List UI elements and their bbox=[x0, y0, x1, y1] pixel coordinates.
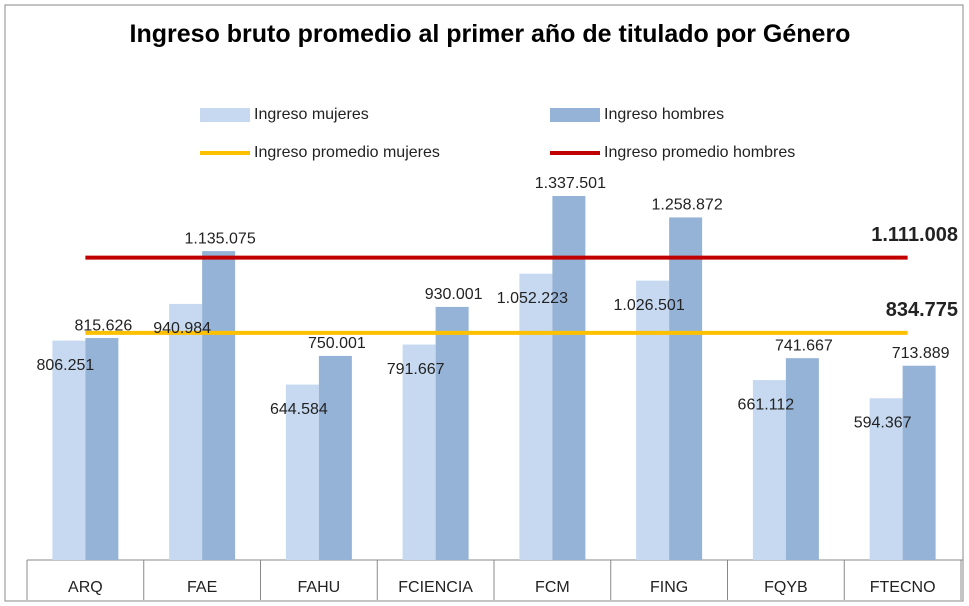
data-label: 644.584 bbox=[270, 401, 328, 418]
data-label: 741.667 bbox=[775, 337, 833, 354]
data-label: 661.112 bbox=[738, 396, 795, 413]
legend-label: Ingreso hombres bbox=[604, 106, 724, 123]
bar bbox=[169, 303, 203, 560]
data-label: 594.367 bbox=[854, 414, 912, 431]
data-label: 750.001 bbox=[308, 335, 366, 352]
bar bbox=[669, 217, 703, 560]
chart-title: Ingreso bruto promedio al primer año de … bbox=[129, 20, 851, 48]
bar bbox=[285, 384, 319, 560]
bar bbox=[435, 306, 469, 560]
average-label: 1.111.008 bbox=[871, 224, 958, 246]
data-label: 930.001 bbox=[425, 286, 483, 303]
bar bbox=[85, 338, 119, 560]
bar bbox=[636, 280, 670, 560]
frame bbox=[4, 4, 964, 602]
bar bbox=[869, 398, 903, 560]
data-label: 815.626 bbox=[74, 317, 132, 334]
legend-label: Ingreso promedio hombres bbox=[604, 144, 795, 161]
x-tick-label: FCM bbox=[535, 579, 570, 596]
bar bbox=[402, 344, 436, 560]
legend-label: Ingreso promedio mujeres bbox=[254, 144, 440, 161]
legend-swatch bbox=[200, 108, 250, 122]
x-tick-label: FING bbox=[650, 579, 688, 596]
data-label: 1.135.075 bbox=[185, 230, 256, 247]
bar bbox=[202, 251, 236, 560]
bar bbox=[552, 196, 586, 560]
data-label: 940.984 bbox=[153, 320, 211, 337]
data-label: 1.026.501 bbox=[614, 297, 685, 314]
legend-swatch bbox=[550, 108, 600, 122]
x-tick-label: ARQ bbox=[68, 579, 103, 596]
average-label: 834.775 bbox=[886, 299, 958, 321]
bar bbox=[519, 273, 553, 560]
legend-label: Ingreso mujeres bbox=[254, 106, 369, 123]
x-tick-label: FCIENCIA bbox=[398, 579, 473, 596]
data-label: 1.052.223 bbox=[497, 290, 568, 307]
bar bbox=[785, 358, 819, 560]
data-label: 791.667 bbox=[387, 361, 445, 378]
data-label: 713.889 bbox=[892, 345, 950, 362]
data-label: 1.337.501 bbox=[535, 175, 606, 192]
bar bbox=[752, 380, 786, 560]
x-tick-label: FTECNO bbox=[870, 579, 936, 596]
data-label: 806.251 bbox=[36, 357, 94, 374]
bar bbox=[318, 355, 352, 560]
x-tick-label: FAHU bbox=[298, 579, 341, 596]
bar bbox=[902, 365, 936, 560]
x-tick-label: FQYB bbox=[764, 579, 808, 596]
data-label: 1.258.872 bbox=[652, 197, 723, 214]
x-tick-label: FAE bbox=[187, 579, 217, 596]
bar bbox=[52, 340, 86, 560]
